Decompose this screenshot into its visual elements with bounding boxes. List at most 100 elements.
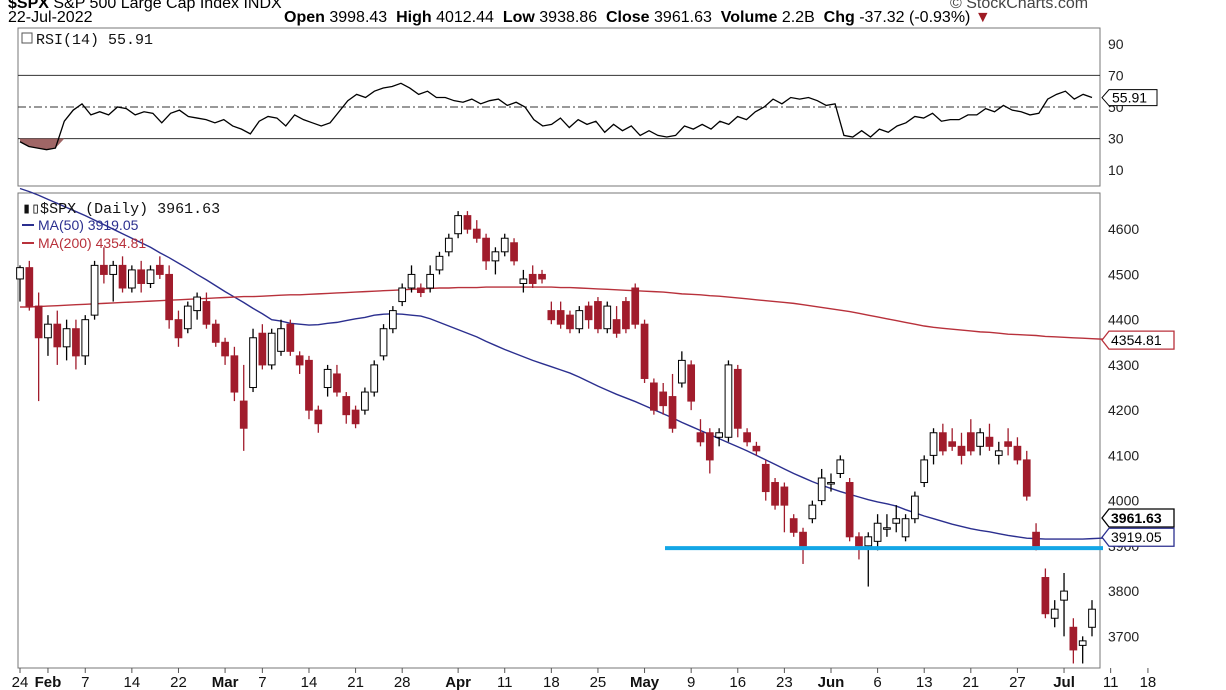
down-arrow-icon: ▼ <box>974 9 991 26</box>
x-tick-label: May <box>630 674 660 690</box>
candle-body <box>911 495 919 520</box>
price-tick-label: 3700 <box>1108 628 1139 644</box>
candle <box>118 256 127 293</box>
candle <box>230 346 239 402</box>
candle <box>1041 568 1050 619</box>
price-tick-label: 4500 <box>1108 266 1139 282</box>
candle <box>789 514 798 537</box>
exchange: INDX <box>243 0 282 12</box>
candle-body <box>957 445 966 456</box>
price-legend-title: ▮▯$SPX (Daily) 3961.63 <box>22 201 220 218</box>
candle <box>957 432 966 465</box>
candle-body <box>743 432 751 443</box>
candle <box>733 364 742 438</box>
candle <box>920 455 929 488</box>
candle-body <box>724 364 733 438</box>
chg-value: -37.32 (-0.93%) <box>859 9 971 26</box>
candle-body <box>128 269 136 289</box>
candle-body <box>1013 445 1022 461</box>
candle-body <box>416 287 425 294</box>
rsi-tick-label: 10 <box>1108 162 1124 178</box>
candle-body <box>622 301 630 330</box>
high-label: High <box>396 9 432 26</box>
candle <box>1004 428 1012 456</box>
candle-body <box>426 273 435 289</box>
candle-body <box>519 278 528 284</box>
candle <box>612 306 621 338</box>
candle-body <box>118 264 127 289</box>
candle <box>575 306 584 334</box>
candle <box>128 265 136 293</box>
high-value: 4012.44 <box>436 9 494 26</box>
x-axis: 24 Feb 7 14 22 Mar 7 14 21 28 Apr 11 18 25 May 9 16 23 Jun… <box>12 668 1157 690</box>
symbol: $SPX <box>8 0 49 12</box>
candle <box>566 310 574 334</box>
candle-body <box>966 432 975 452</box>
candle <box>333 364 341 397</box>
candle <box>72 319 80 370</box>
price-tick-label: 4100 <box>1108 447 1139 463</box>
price-frame <box>17 192 1101 669</box>
candle-body <box>612 319 621 334</box>
ma200-value-tag-box <box>1101 330 1175 350</box>
candle <box>351 405 360 429</box>
candle <box>650 378 658 415</box>
candle-body <box>258 332 267 366</box>
candle-body <box>407 273 416 289</box>
candle-body <box>146 269 155 284</box>
candle-body <box>920 459 929 484</box>
candle <box>81 315 90 365</box>
candle <box>892 505 901 533</box>
candle-body <box>1050 608 1059 619</box>
candle <box>1060 573 1068 637</box>
candle <box>510 238 518 266</box>
candle <box>799 527 807 564</box>
candle-body <box>351 409 360 425</box>
x-tick-label: 7 <box>258 674 266 690</box>
candle <box>146 265 155 288</box>
candle <box>165 265 174 329</box>
candle-body <box>342 396 351 416</box>
candle-body <box>631 287 640 325</box>
candle <box>211 319 220 347</box>
candle <box>109 260 118 302</box>
candle <box>976 428 984 456</box>
candle-body <box>584 305 593 321</box>
ma50-value-tag-box <box>1101 527 1175 547</box>
candle-body <box>53 323 62 348</box>
candle-body <box>379 328 388 357</box>
candle-body <box>640 323 649 379</box>
candle-body <box>575 310 584 330</box>
volume-label: Volume <box>720 9 778 26</box>
candle <box>966 419 975 456</box>
candle <box>193 292 201 320</box>
rsi-tick-label: 70 <box>1108 67 1124 83</box>
candle <box>584 301 593 329</box>
x-tick-label: Apr <box>445 674 471 690</box>
candle-body <box>482 237 490 262</box>
candle-body <box>211 323 220 343</box>
candle-body <box>948 441 957 447</box>
candle-body <box>370 364 379 393</box>
x-tick-label: Mar <box>212 674 239 690</box>
candle-body <box>659 391 668 407</box>
candle-body <box>817 477 826 502</box>
x-tick-label: 18 <box>1140 674 1157 690</box>
candle-body <box>696 432 705 443</box>
candle <box>528 265 537 288</box>
candle <box>547 301 556 325</box>
candle <box>16 265 24 302</box>
candle-body <box>305 359 313 411</box>
candle <box>677 351 686 388</box>
candle-body <box>892 518 901 524</box>
rsi-tick-label: 30 <box>1108 131 1124 147</box>
candle-body <box>72 328 80 357</box>
candle <box>668 373 677 433</box>
candle <box>472 220 481 243</box>
open-value: 3998.43 <box>329 9 388 26</box>
candle-body <box>566 314 574 330</box>
close-value-tag-box <box>1101 508 1175 528</box>
candle <box>90 260 99 320</box>
x-tick-label: 22 <box>170 674 187 690</box>
